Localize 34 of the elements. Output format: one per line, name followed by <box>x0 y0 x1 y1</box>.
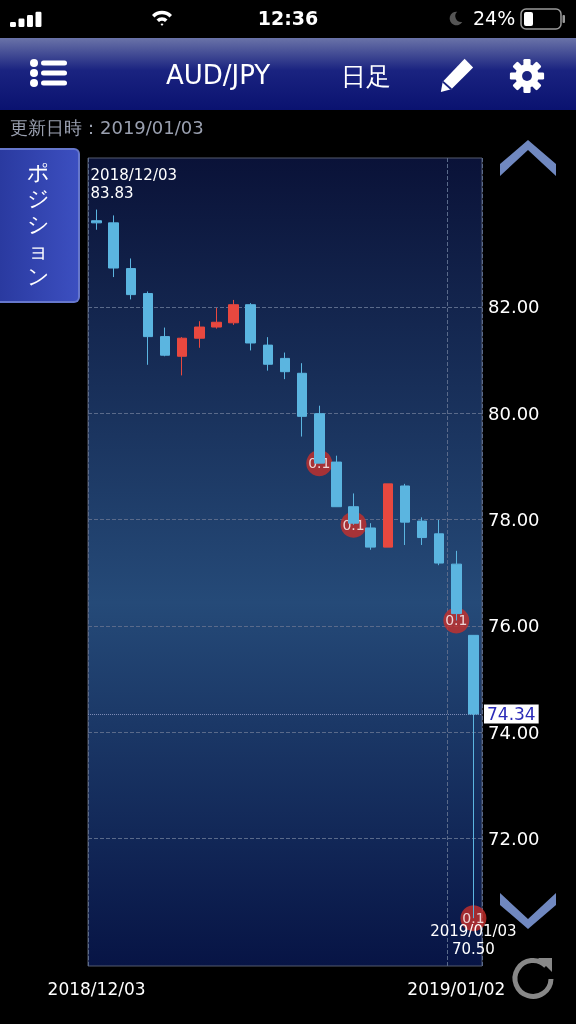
candlestick <box>400 483 410 546</box>
candlestick <box>245 302 256 351</box>
candlestick <box>383 483 393 548</box>
candlestick <box>143 290 153 366</box>
text: 0.1 <box>445 612 468 629</box>
candlestick <box>211 307 222 330</box>
candlestick <box>194 320 205 349</box>
candlestick <box>263 336 273 372</box>
y-tick-label: 78.00 <box>488 508 540 530</box>
text: 更新日時：2019/01/03 <box>10 116 204 138</box>
y-tick-label: 82.00 <box>488 296 540 318</box>
x-tick-label: 2019/01/02 <box>407 978 506 999</box>
y-tick-label: 80.00 <box>488 402 540 424</box>
candlestick <box>417 516 427 546</box>
side-panel: ポジション <box>0 148 80 303</box>
candlestick <box>160 327 170 357</box>
candlestick <box>126 257 136 300</box>
candlestick <box>434 519 444 566</box>
text: 12:36 <box>257 7 319 29</box>
candlestick <box>280 352 290 380</box>
chart-subtitle: 日足 <box>341 61 391 93</box>
x-tick-label: 2018/12/03 <box>47 978 146 999</box>
candlestick <box>365 522 376 551</box>
candlestick <box>177 336 187 376</box>
y-tick-label: 72.00 <box>488 827 540 849</box>
ref-line-label: 74.34 <box>487 704 536 725</box>
annotation: 2019/01/03 70.50 <box>430 922 517 959</box>
candlestick <box>331 455 342 508</box>
candlestick <box>228 299 239 326</box>
chart-title: AUD/JPY <box>166 60 271 90</box>
candlestick <box>297 362 307 438</box>
y-tick-label: 76.00 <box>488 615 540 637</box>
annotation: 2018/12/03 83.83 <box>90 165 178 202</box>
text: 24% <box>473 7 516 29</box>
